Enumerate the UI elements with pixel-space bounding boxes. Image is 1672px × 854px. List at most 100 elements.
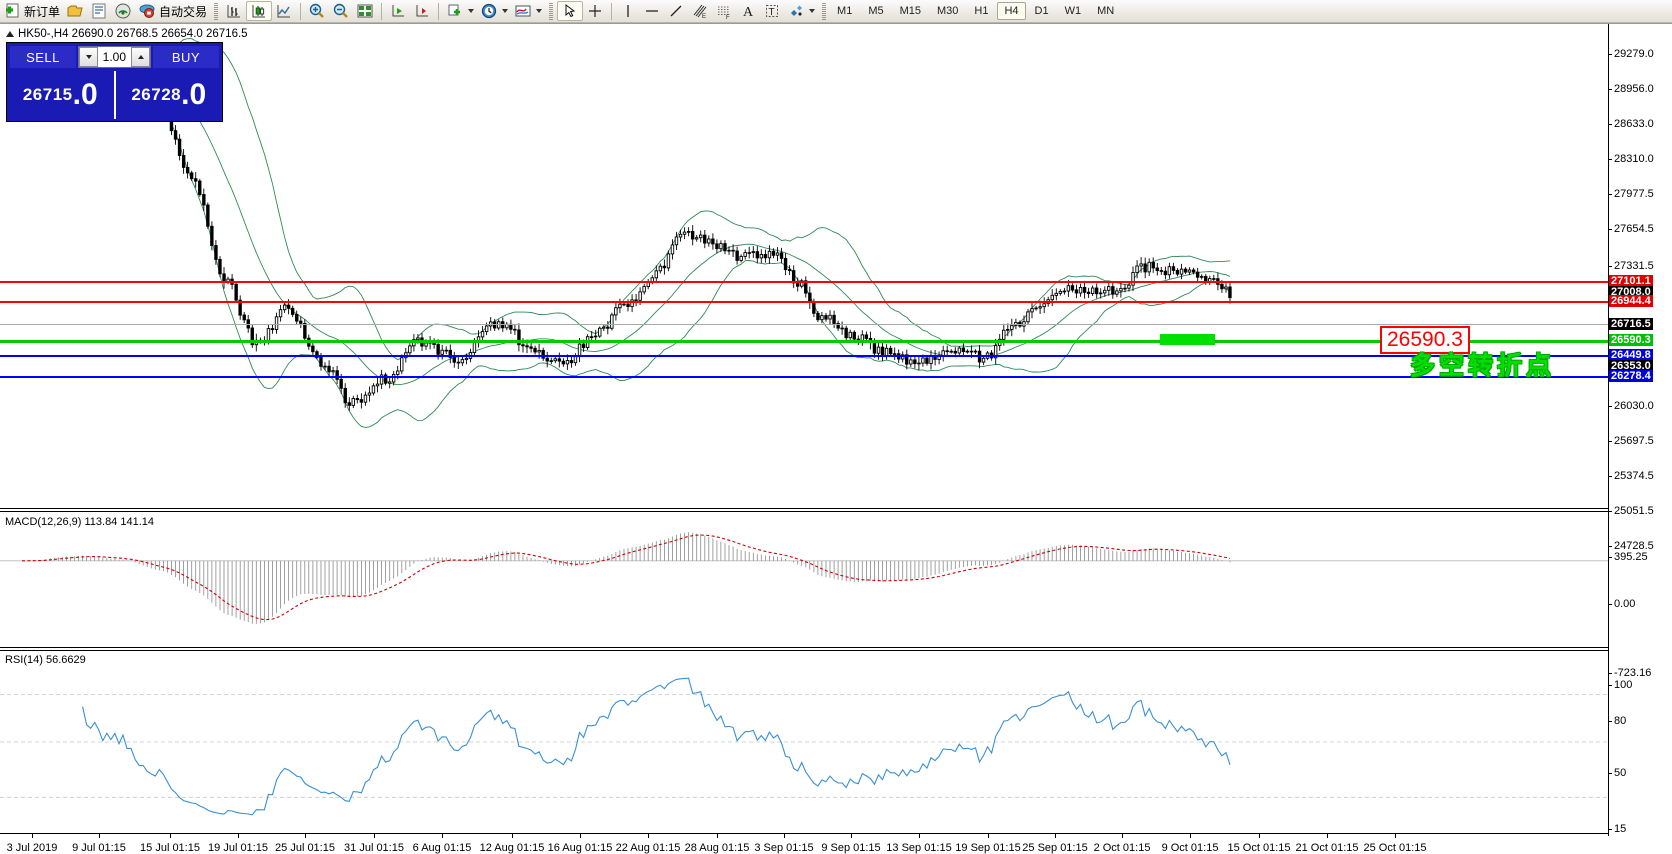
price-tick — [1608, 194, 1612, 195]
candle-body — [375, 383, 380, 387]
price-level-tag[interactable]: 26944.4 — [1609, 295, 1653, 307]
volume-increase-button[interactable] — [131, 47, 150, 67]
sell-price-decimal: .0 — [72, 78, 98, 111]
timeframe-m30[interactable]: M30 — [937, 5, 959, 17]
toolbar-grip-3[interactable] — [822, 2, 827, 20]
timeframe-h4[interactable]: H4 — [997, 2, 1026, 20]
trendline-button[interactable] — [664, 1, 688, 21]
bollinger-band-lower — [98, 70, 1231, 428]
timeframe-w1[interactable]: W1 — [1064, 5, 1082, 17]
candle-body — [1099, 292, 1103, 295]
candle-body — [779, 252, 784, 259]
grid-button[interactable] — [353, 1, 377, 21]
volume-decrease-button[interactable] — [79, 47, 98, 67]
candle-body — [460, 359, 465, 364]
timeframe-mn[interactable]: MN — [1097, 5, 1115, 17]
candle-body — [371, 385, 376, 394]
objects-button[interactable] — [784, 1, 818, 21]
toolbar-grip[interactable] — [214, 2, 219, 20]
objects-icon — [787, 2, 805, 20]
zoom-out-button[interactable] — [329, 1, 353, 21]
vertical-line-button[interactable] — [616, 1, 640, 21]
indicators-button[interactable] — [443, 1, 477, 21]
price-level-tag[interactable]: 26353.0 — [1609, 360, 1653, 372]
zoom-in-button[interactable] — [305, 1, 329, 21]
buy-price-integer: 26728 — [131, 85, 182, 104]
bollinger-band-upper — [98, 38, 1231, 361]
toolbar-grip-2[interactable] — [549, 2, 554, 20]
crosshair-tool-button[interactable] — [583, 1, 607, 21]
period-button[interactable] — [477, 1, 511, 21]
timeframe-d1[interactable]: D1 — [1034, 5, 1049, 17]
folder-button[interactable] — [63, 1, 87, 21]
bar-chart-button[interactable] — [222, 1, 246, 21]
timeframe-group: M1 M5 M15 M30 H1 H4 D1 W1 MN — [830, 2, 1121, 20]
volume-input[interactable]: 1.00 — [98, 47, 131, 67]
time-axis-label: 2 Oct 01:15 — [1093, 842, 1151, 854]
timeframe-m1[interactable]: M1 — [837, 5, 853, 17]
candle-body — [682, 231, 687, 235]
candle-body — [1179, 268, 1184, 275]
shift-end-button[interactable] — [410, 1, 434, 21]
chevron-down-icon-4[interactable] — [809, 9, 816, 13]
candle-body — [549, 360, 553, 362]
candle-body — [783, 257, 788, 271]
chart-window[interactable]: HK50-,H4 26690.0 26768.5 26654.0 26716.5… — [0, 23, 1672, 854]
profiles-button[interactable] — [87, 1, 111, 21]
line-chart-button[interactable] — [272, 1, 296, 21]
one-click-trading-panel[interactable]: SELL 1.00 BUY 26715 .0 26728 .0 — [6, 42, 223, 122]
sell-button[interactable]: SELL — [10, 46, 76, 68]
horizontal-line-button[interactable] — [640, 1, 664, 21]
templates-button[interactable] — [511, 1, 545, 21]
price-pane-plot — [20, 38, 1232, 428]
sell-price[interactable]: 26715 .0 — [7, 71, 114, 119]
new-order-button[interactable]: 新订单 — [0, 1, 63, 21]
macd-label: MACD(12,26,9) 113.84 141.14 — [5, 516, 154, 528]
pivot-line[interactable] — [0, 340, 1608, 343]
timeframe-m15[interactable]: M15 — [899, 5, 921, 17]
price-level-tag[interactable]: 26716.5 — [1609, 318, 1653, 330]
expand-icon[interactable] — [6, 31, 14, 37]
price-tick — [1608, 229, 1612, 230]
shift-start-button[interactable] — [386, 1, 410, 21]
chevron-down-icon-2[interactable] — [502, 9, 509, 13]
support-line-1[interactable] — [0, 355, 1608, 357]
candle-body — [1107, 286, 1111, 291]
timeframe-m5[interactable]: M5 — [868, 5, 884, 17]
price-level-tag[interactable]: 27101.1 — [1609, 275, 1653, 287]
candle-body — [888, 347, 893, 355]
chevron-down-icon[interactable] — [468, 9, 475, 13]
candle-body — [654, 270, 658, 279]
candle-body — [343, 387, 347, 404]
text-label-button[interactable]: T — [760, 1, 784, 21]
resistance-line-2[interactable] — [0, 301, 1608, 303]
buy-price[interactable]: 26728 .0 — [113, 71, 223, 119]
fibonacci-button[interactable]: F — [712, 1, 736, 21]
resistance-line-1[interactable] — [0, 281, 1608, 283]
volume-stepper[interactable]: 1.00 — [78, 46, 151, 68]
timeframe-h1[interactable]: H1 — [974, 5, 989, 17]
signals-button[interactable] — [111, 1, 135, 21]
price-annotation-box[interactable]: 26590.3 — [1380, 326, 1470, 354]
chinese-annotation-note[interactable]: 多空转折点 — [1410, 351, 1556, 380]
chevron-down-icon-3[interactable] — [536, 9, 543, 13]
candle-body — [598, 327, 602, 337]
candle-body — [1115, 290, 1119, 295]
equidistant-channel-button[interactable]: E — [688, 1, 712, 21]
pane-separator-macd — [0, 508, 1608, 509]
candle-body — [610, 314, 614, 329]
price-level-tag[interactable]: 26590.3 — [1609, 334, 1653, 346]
price-level-tag[interactable]: 26449.8 — [1609, 349, 1653, 361]
candle-body — [1074, 289, 1079, 294]
candle-body — [747, 252, 751, 254]
cursor-tool-button[interactable] — [557, 1, 584, 21]
text-tool-button[interactable]: A — [736, 1, 760, 21]
support-line-2[interactable] — [0, 376, 1608, 378]
time-axis-label: 25 Oct 01:15 — [1363, 842, 1427, 854]
auto-trading-button[interactable]: 自动交易 — [135, 1, 210, 21]
svg-text:A: A — [743, 5, 754, 20]
axis-tick — [1608, 557, 1612, 558]
buy-button[interactable]: BUY — [153, 46, 219, 68]
price-level-tag[interactable]: 26278.4 — [1609, 370, 1653, 382]
candlestick-chart-button[interactable] — [246, 1, 273, 21]
